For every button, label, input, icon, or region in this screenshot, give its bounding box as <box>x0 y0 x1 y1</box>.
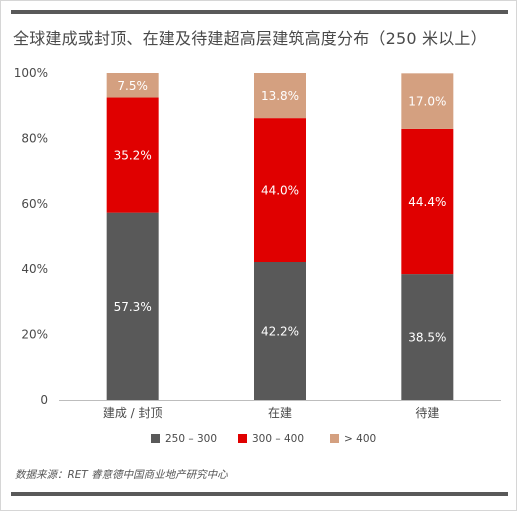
bar-segment <box>254 262 306 400</box>
data-label: 7.5% <box>117 79 148 93</box>
bottom-accent-bar <box>11 492 508 496</box>
data-label: 42.2% <box>261 325 299 339</box>
data-label: 44.4% <box>408 195 446 209</box>
bar-segment <box>254 73 306 119</box>
bar-segment <box>106 97 159 213</box>
top-accent-bar <box>11 10 508 14</box>
x-category-label: 建成 / 封顶 <box>103 406 163 420</box>
bar-segment <box>254 118 306 263</box>
legend-label: 300 – 400 <box>252 433 304 445</box>
legend-swatch <box>151 434 160 443</box>
bar-segment <box>401 274 454 400</box>
bar-segment <box>106 212 159 400</box>
data-label: 38.5% <box>408 331 446 345</box>
y-tick-label: 60% <box>21 197 48 211</box>
chart-title: 全球建成或封顶、在建及待建超高层建筑高度分布（250 米以上） <box>13 29 487 48</box>
y-tick-label: 0 <box>40 393 48 407</box>
y-tick-label: 40% <box>21 262 48 276</box>
data-source-note: 数据来源：RET 睿意德中国商业地产研究中心 <box>15 469 228 481</box>
legend-label: 250 – 300 <box>165 433 217 445</box>
y-tick-label: 80% <box>21 131 48 145</box>
data-label: 13.8% <box>261 89 299 103</box>
x-category-label: 在建 <box>268 406 292 420</box>
bar-segment <box>401 73 454 129</box>
data-label: 35.2% <box>114 149 152 163</box>
bar-segment <box>106 73 159 98</box>
bar-segment <box>401 128 454 275</box>
y-tick-label: 100% <box>14 66 48 80</box>
data-label: 17.0% <box>408 95 446 109</box>
legend-swatch <box>238 434 247 443</box>
legend-label: > 400 <box>344 433 376 445</box>
data-label: 44.0% <box>261 184 299 198</box>
legend-swatch <box>330 434 339 443</box>
y-tick-label: 20% <box>21 328 48 342</box>
x-category-label: 待建 <box>415 406 439 420</box>
data-label: 57.3% <box>114 300 152 314</box>
